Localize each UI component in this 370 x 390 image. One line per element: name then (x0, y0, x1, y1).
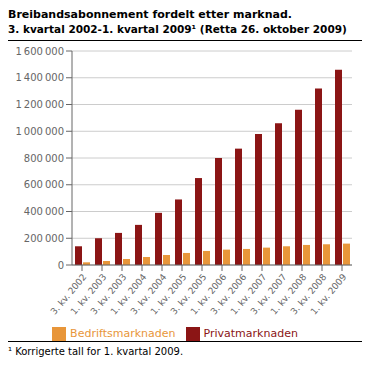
svg-text:200 000: 200 000 (24, 233, 64, 244)
svg-text:3. kv. 2008: 3. kv. 2008 (288, 272, 329, 317)
html-text:Bedriftsmarknaden: Bedriftsmarknaden (70, 327, 176, 340)
svg-text:1 200 000: 1 200 000 (15, 99, 64, 110)
svg-text:3. kv. 2004: 3. kv. 2004 (128, 272, 169, 317)
svg-text:1. kv. 2009: 1. kv. 2009 (309, 272, 349, 317)
svg-text:1. kv. 2003: 1. kv. 2003 (68, 272, 109, 317)
svg-text:3. kv. 2003: 3. kv. 2003 (88, 272, 129, 317)
html-text:Breibandsabonnement fordelt et: Breibandsabonnement fordelt etter markna… (8, 8, 292, 21)
svg-text:1. kv. 2004: 1. kv. 2004 (108, 272, 149, 317)
svg-text:0: 0 (58, 260, 64, 271)
svg-text:3. kv. 2007: 3. kv. 2007 (248, 272, 289, 317)
svg-text:400 000: 400 000 (24, 206, 64, 217)
svg-text:1. kv. 2005: 1. kv. 2005 (148, 272, 189, 317)
svg-text:3. kv. 2005: 3. kv. 2005 (168, 272, 209, 317)
svg-text:1. kv. 2008: 1. kv. 2008 (268, 272, 309, 317)
svg-text:3. kv. 2002: 3. kv. 2002 (48, 272, 89, 317)
svg-text:3. kv. 2006: 3. kv. 2006 (208, 272, 249, 317)
html-text:Privatmarknaden: Privatmarknaden (203, 327, 298, 340)
svg-text:1 400 000: 1 400 000 (15, 72, 64, 83)
svg-text:1 600 000: 1 600 000 (15, 46, 64, 57)
html-text:¹ Korrigerte tall for 1. kvart: ¹ Korrigerte tall for 1. kvartal 2009. (8, 346, 184, 357)
svg-text:1. kv. 2006: 1. kv. 2006 (188, 272, 229, 317)
svg-text:800 000: 800 000 (24, 153, 64, 164)
svg-text:1 000 000: 1 000 000 (15, 126, 64, 137)
svg-text:600 000: 600 000 (24, 179, 64, 190)
html-text:3. kvartal 2002-1. kvartal 200: 3. kvartal 2002-1. kvartal 2009¹ (Retta … (8, 23, 347, 35)
svg-text:1. kv. 2007: 1. kv. 2007 (228, 272, 269, 317)
